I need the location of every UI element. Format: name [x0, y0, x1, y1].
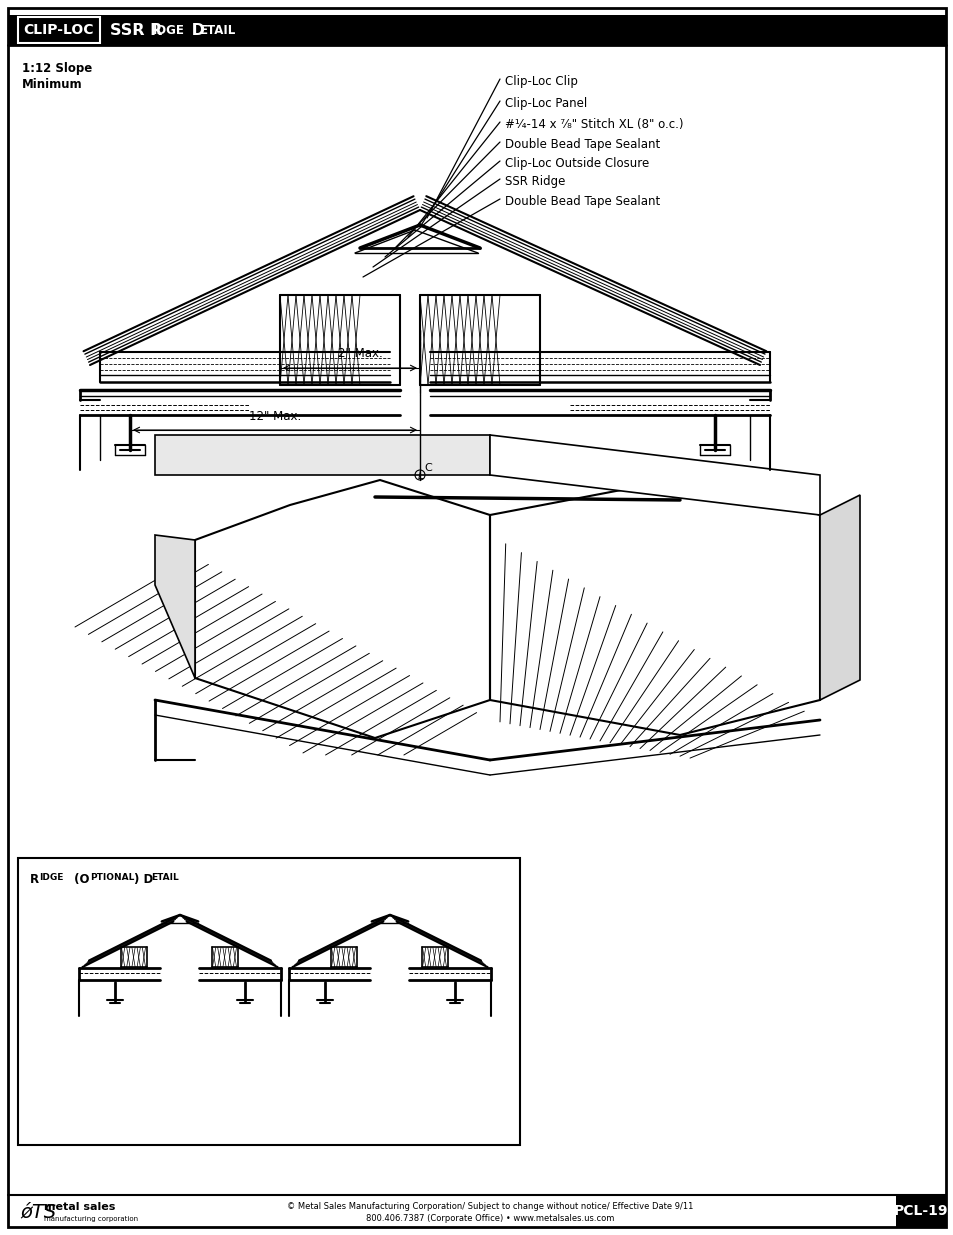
Text: Minimum: Minimum	[22, 78, 83, 91]
Text: 12" Max.: 12" Max.	[249, 410, 301, 424]
Text: PTIONAL: PTIONAL	[90, 873, 134, 882]
Text: (O: (O	[70, 873, 90, 885]
Text: ETAIL: ETAIL	[200, 23, 236, 37]
Bar	[18, 858, 519, 1145]
Text: SSR R: SSR R	[110, 22, 162, 37]
Text: © Metal Sales Manufacturing Corporation/ Subject to change without notice/ Effec: © Metal Sales Manufacturing Corporation/…	[287, 1203, 693, 1212]
Text: 800.406.7387 (Corporate Office) • www.metalsales.us.com: 800.406.7387 (Corporate Office) • www.me…	[365, 1214, 614, 1224]
Polygon shape	[154, 435, 490, 475]
Bar	[8, 15, 945, 44]
Text: 2" Max.: 2" Max.	[337, 347, 382, 359]
Text: PCL-19: PCL-19	[893, 1204, 947, 1218]
Text: #¹⁄₄-14 x ⁷⁄₈" Stitch XL (8" o.c.): #¹⁄₄-14 x ⁷⁄₈" Stitch XL (8" o.c.)	[504, 119, 682, 131]
Text: SSR Ridge: SSR Ridge	[504, 175, 565, 188]
Bar	[18, 17, 100, 43]
Text: Double Bead Tape Sealant: Double Bead Tape Sealant	[504, 195, 659, 207]
Polygon shape	[490, 475, 820, 735]
Polygon shape	[490, 435, 820, 515]
Text: Clip-Loc Clip: Clip-Loc Clip	[504, 75, 578, 88]
Text: Clip-Loc Panel: Clip-Loc Panel	[504, 98, 587, 110]
Text: C: C	[423, 463, 432, 473]
Text: ) D: ) D	[133, 873, 153, 885]
Polygon shape	[154, 535, 194, 678]
Bar	[895, 1195, 945, 1228]
Text: D: D	[186, 22, 205, 37]
Text: metal sales: metal sales	[44, 1202, 115, 1212]
Polygon shape	[194, 480, 490, 739]
Text: IDGE: IDGE	[39, 873, 63, 882]
Text: L: L	[417, 471, 424, 480]
Text: CLIP-LOC: CLIP-LOC	[24, 23, 94, 37]
Text: ETAIL: ETAIL	[151, 873, 178, 882]
Bar	[18, 17, 100, 43]
Text: manufacturing corporation: manufacturing corporation	[44, 1216, 138, 1221]
Polygon shape	[820, 495, 859, 700]
Text: R: R	[30, 873, 39, 885]
Text: 1:12 Slope: 1:12 Slope	[22, 62, 92, 75]
Text: Double Bead Tape Sealant: Double Bead Tape Sealant	[504, 138, 659, 151]
Text: Clip-Loc Outside Closure: Clip-Loc Outside Closure	[504, 157, 649, 170]
Text: ǿTS: ǿTS	[20, 1203, 56, 1221]
Text: IDGE: IDGE	[152, 23, 185, 37]
